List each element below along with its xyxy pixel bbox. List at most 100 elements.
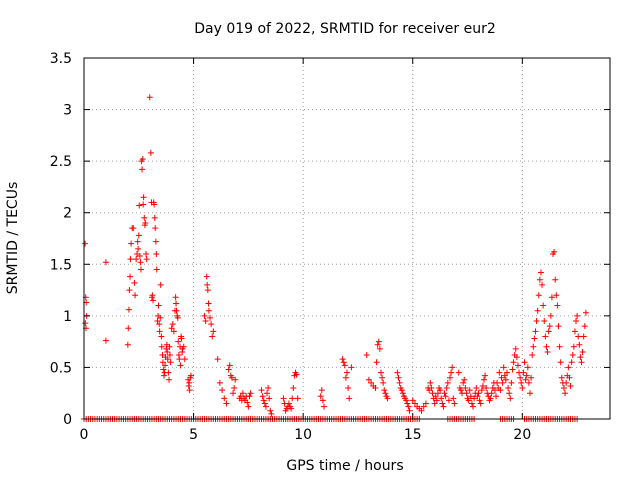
data-point (239, 390, 246, 397)
data-point (320, 403, 327, 410)
data-point (348, 364, 355, 371)
data-point (420, 403, 427, 410)
data-point (501, 372, 508, 379)
plot-frame (83, 57, 611, 420)
data-point (544, 348, 551, 355)
data-point (136, 202, 143, 209)
data-point (134, 238, 141, 245)
data-point (434, 390, 441, 397)
y-tick-label: 3 (63, 103, 72, 119)
data-point (439, 400, 446, 407)
data-point (143, 250, 150, 257)
data-point (427, 379, 434, 386)
data-point (571, 328, 578, 335)
data-point (154, 318, 161, 325)
data-point (265, 385, 272, 392)
data-point (237, 393, 244, 400)
data-point (136, 253, 143, 260)
data-point (543, 343, 550, 350)
data-point (141, 214, 148, 221)
y-tick-label: 1.5 (50, 257, 72, 273)
data-point (160, 372, 167, 379)
data-point (264, 390, 271, 397)
data-point (202, 318, 209, 325)
data-point (244, 399, 251, 406)
data-point (137, 266, 144, 273)
data-point (363, 352, 370, 359)
data-point (404, 400, 411, 407)
data-point (158, 333, 165, 340)
data-point (319, 397, 326, 404)
data-point (175, 338, 182, 345)
data-point (374, 341, 381, 348)
data-point (381, 387, 388, 394)
data-point (443, 385, 450, 392)
data-point (574, 312, 581, 319)
data-point (169, 321, 176, 328)
data-point (541, 318, 548, 325)
data-point (128, 240, 135, 247)
data-point (153, 266, 160, 273)
data-point (153, 250, 160, 257)
data-point (173, 300, 180, 307)
data-point (216, 379, 223, 386)
data-point (289, 395, 296, 402)
data-point (553, 292, 560, 299)
x-axis-label: GPS time / hours (286, 458, 403, 474)
data-point (221, 395, 228, 402)
y-tick-label: 0 (63, 412, 72, 428)
data-point (542, 333, 549, 340)
data-point (174, 314, 181, 321)
data-point (463, 390, 470, 397)
data-point (259, 393, 266, 400)
data-point (133, 256, 140, 263)
data-point (395, 374, 402, 381)
data-point (507, 395, 514, 402)
data-point (209, 333, 216, 340)
data-point (373, 359, 380, 366)
data-point (396, 379, 403, 386)
data-point (476, 397, 483, 404)
data-point (462, 385, 469, 392)
data-point (431, 400, 438, 407)
data-point (502, 376, 509, 383)
data-point (377, 369, 384, 376)
data-point (479, 382, 486, 389)
data-point (130, 225, 137, 232)
data-point (157, 281, 164, 288)
data-point (368, 379, 375, 386)
data-point (527, 390, 534, 397)
data-point (406, 407, 413, 414)
data-point (525, 379, 532, 386)
data-point (178, 335, 185, 342)
data-point (260, 397, 267, 404)
data-point (398, 387, 405, 394)
data-point (223, 400, 230, 407)
data-point (125, 325, 132, 332)
data-point (140, 201, 147, 208)
data-point (500, 364, 507, 371)
data-point (514, 362, 521, 369)
data-point (262, 403, 269, 410)
chart-title: Day 019 of 2022, SRMTID for receiver eur… (194, 21, 496, 37)
data-point (480, 376, 487, 383)
data-point (152, 225, 159, 232)
data-point (131, 279, 138, 286)
data-point (474, 393, 481, 400)
x-tick-label: 15 (404, 427, 422, 443)
data-point (487, 395, 494, 402)
data-point (560, 385, 567, 392)
data-point (418, 407, 425, 414)
data-point (180, 343, 187, 350)
y-tick-label: 1 (63, 309, 72, 325)
data-point (290, 385, 297, 392)
data-point (365, 376, 372, 383)
data-point (164, 348, 171, 355)
data-point (346, 395, 353, 402)
data-point (409, 397, 416, 404)
data-point (429, 390, 436, 397)
data-point (468, 400, 475, 407)
data-point (537, 269, 544, 276)
data-point (135, 232, 142, 239)
data-point (422, 400, 429, 407)
